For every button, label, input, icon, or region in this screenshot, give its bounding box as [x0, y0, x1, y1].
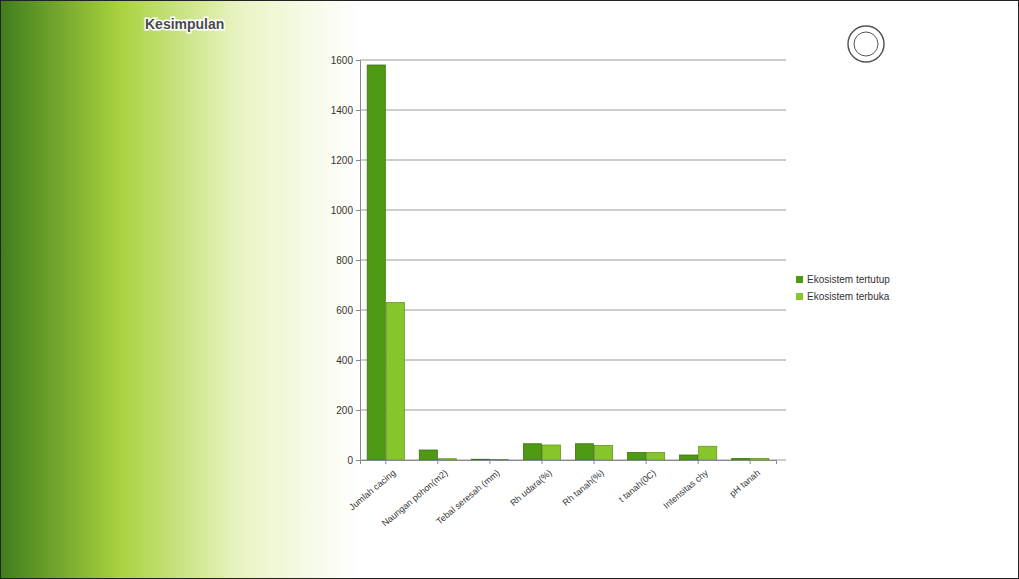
bar [628, 453, 646, 461]
series [367, 65, 750, 460]
grid-line [360, 310, 786, 311]
frame [1, 1, 1019, 579]
bar [575, 444, 593, 460]
bar [542, 445, 560, 460]
slide: Kesimpulan 0 200 400 600 800 1000 1200 1400 1600 J… [0, 0, 1019, 579]
bar [699, 446, 717, 460]
tick-mark [646, 460, 647, 464]
logo [854, 32, 878, 56]
tick-mark [356, 110, 360, 111]
tick-label: 600 [336, 305, 353, 316]
legend-label: Ekosistem terbuka [807, 291, 890, 302]
bar [367, 65, 385, 460]
bar [680, 455, 698, 460]
tick-mark [356, 460, 360, 461]
tick-label: 800 [336, 255, 353, 266]
legend-label: Ekosistem tertutup [807, 274, 890, 285]
tick: 200 [336, 405, 360, 416]
tick-label: pH tanah [728, 468, 762, 499]
legend: Ekosistem tertutup Ekosistem terbuka [796, 274, 890, 302]
tick-label: Intensitas chy [661, 467, 710, 510]
tick-label: 400 [336, 355, 353, 366]
tick: 1400 [331, 105, 360, 116]
bar [732, 459, 750, 461]
tick-mark [489, 460, 490, 464]
tick-mark [594, 460, 595, 464]
tick: Intensitas chy [661, 460, 710, 511]
legend-item: Ekosistem terbuka [796, 291, 890, 302]
tick-mark [356, 160, 360, 161]
tick: Rh udara(%) [508, 460, 554, 508]
tick-label: Rh udara(%) [508, 468, 554, 508]
tick-mark [750, 460, 751, 464]
tick: 1000 [331, 205, 360, 216]
tick: t tanah(0C) [617, 460, 658, 504]
tick-mark [356, 60, 360, 61]
tick: pH tanah [728, 460, 762, 499]
axis-line [356, 61, 361, 461]
tick-label: Jumlah cacing [347, 468, 397, 513]
tick-label: Tebal seresah (mm) [434, 468, 501, 527]
bar [523, 444, 541, 460]
bar [419, 450, 437, 460]
tick-mark [356, 410, 360, 411]
tick: Jumlah cacing [347, 460, 397, 512]
tick-label: 200 [336, 405, 353, 416]
tick-label: 1000 [331, 205, 354, 216]
tick: 800 [336, 255, 360, 266]
bar [438, 459, 456, 460]
x-axis: Jumlah cacingNaungan pohon(m2)Tebal sere… [347, 460, 776, 528]
tick-mark [356, 210, 360, 211]
tick: 0 [347, 455, 360, 466]
tick-mark [356, 310, 360, 311]
tick: Rh tanah(%) [561, 460, 606, 508]
tick-label: 0 [347, 455, 353, 466]
grid-line [360, 410, 786, 411]
bar [751, 459, 769, 461]
tick-label: 1600 [331, 55, 354, 66]
bar [595, 446, 613, 461]
legend-swatch [796, 293, 803, 300]
grid-line [360, 360, 786, 361]
axis-line [361, 461, 777, 465]
bars [367, 65, 769, 460]
grid-line [360, 110, 786, 111]
grid-line [360, 60, 786, 61]
grid [360, 60, 786, 460]
tick-mark [698, 460, 699, 464]
grid-line [360, 160, 786, 161]
tick-label: Rh tanah(%) [561, 468, 606, 508]
tick-label: 1200 [331, 155, 354, 166]
bar [471, 459, 489, 460]
grid-line [360, 260, 786, 261]
tick: 1200 [331, 155, 360, 166]
tick-mark [385, 460, 386, 464]
tick-label: 1400 [331, 105, 354, 116]
title: Kesimpulan [145, 16, 224, 32]
tick: 1600 [331, 55, 360, 66]
legend-item: Ekosistem tertutup [796, 274, 890, 285]
bar [386, 303, 404, 461]
bar [647, 453, 665, 461]
y-axis: 0 200 400 600 800 1000 1200 1400 1600 [331, 55, 361, 466]
tick: Tebal seresah (mm) [434, 460, 501, 526]
tick-mark [356, 360, 360, 361]
tick-mark [541, 460, 542, 464]
tick: 400 [336, 355, 360, 366]
background [0, 0, 400, 579]
bar [490, 459, 508, 460]
series [386, 303, 769, 461]
tick-mark [356, 260, 360, 261]
tick: 600 [336, 305, 360, 316]
grid-line [360, 210, 786, 211]
legend-swatch [796, 276, 803, 283]
tick-label: t tanah(0C) [617, 468, 658, 505]
logo [848, 26, 884, 62]
tick-mark [437, 460, 438, 464]
